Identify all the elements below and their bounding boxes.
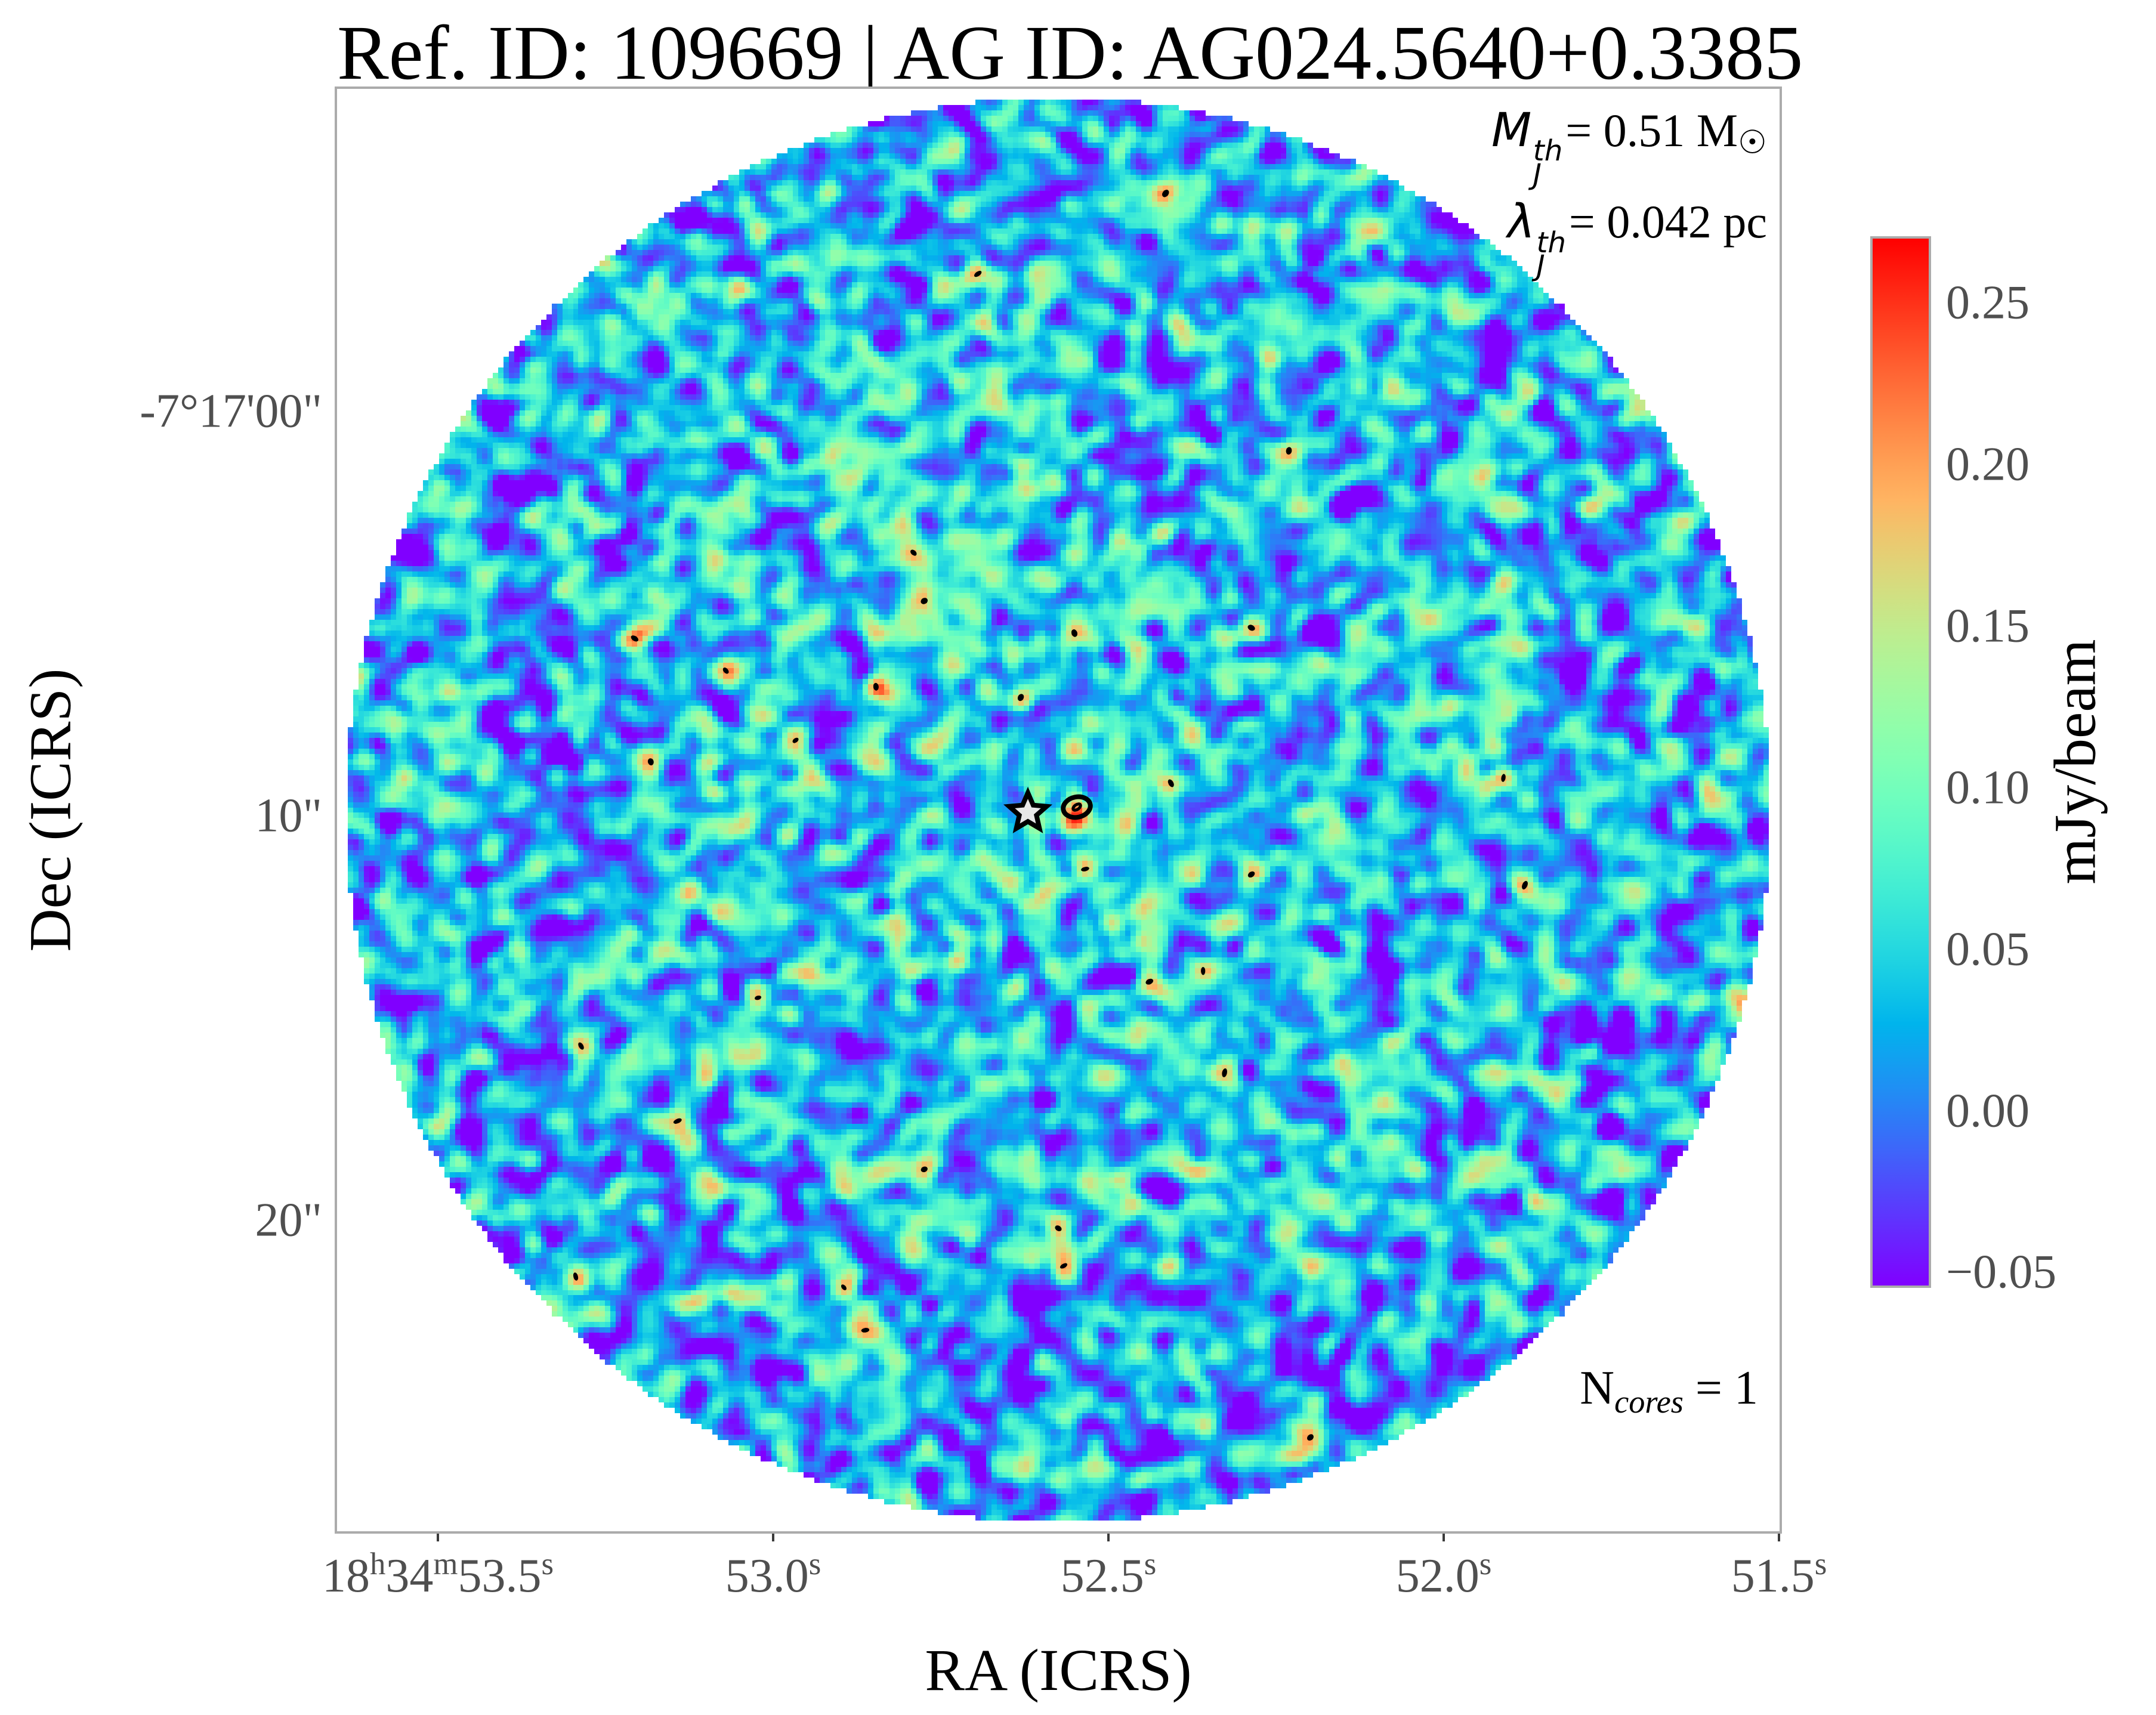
ncores-annotation: Ncores = 1 [1580,1362,1758,1420]
colorbar-tick-label: 0.10 [1946,761,2030,814]
x-tick-label: 51.5s [1731,1547,1827,1603]
x-tick-mark [772,1534,774,1541]
colorbar-title: mJy/beam [2041,639,2108,885]
continuum-map-canvas [337,89,1780,1531]
x-tick-label: 18h34m53.5s [322,1547,554,1603]
x-tick-label: 52.5s [1060,1547,1157,1603]
x-tick-label: 53.0s [725,1547,821,1603]
colorbar-tick-label: 0.25 [1946,276,2030,329]
y-tick-label: -7°17'00" [140,385,322,438]
x-axis-title: RA (ICRS) [925,1637,1192,1703]
colorbar-tick-label: 0.15 [1946,600,2030,653]
y-tick-label: 20" [255,1194,322,1247]
x-tick-mark [1107,1534,1110,1541]
colorbar-tick-label: 0.00 [1946,1084,2030,1137]
jeans-length-annotation: λ th J = 0.042 pc [1507,195,1767,283]
y-tick-label: 10" [255,789,322,842]
plot-area [335,86,1782,1534]
x-tick-mark [1443,1534,1445,1541]
colorbar [1870,236,1931,1288]
colorbar-tick-label: 0.05 [1946,923,2030,976]
x-tick-mark [437,1534,439,1541]
colorbar-tick-label: 0.20 [1946,438,2030,491]
x-tick-mark [1778,1534,1780,1541]
colorbar-tick-label: −0.05 [1946,1246,2057,1299]
x-tick-label: 52.0s [1395,1547,1492,1603]
y-axis-title: Dec (ICRS) [17,668,84,952]
plot-title: Ref. ID: 109669 | AG ID: AG024.5640+0.33… [337,10,1803,96]
